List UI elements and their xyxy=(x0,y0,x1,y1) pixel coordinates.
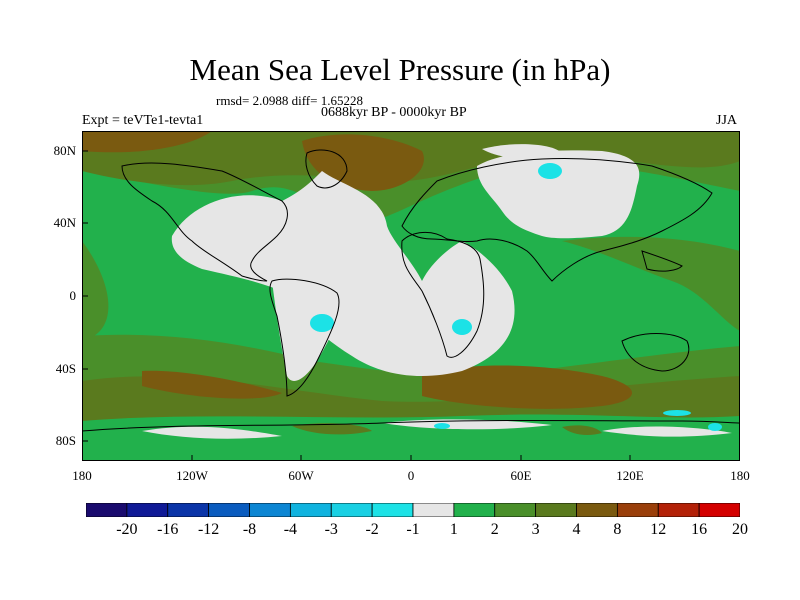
field-band-4to8-southpac xyxy=(142,370,282,399)
field-negative-antarctic-3 xyxy=(434,423,450,429)
colorbar-label: 8 xyxy=(613,521,622,538)
field-band-2to3-tropics xyxy=(562,236,740,331)
field-near-zero-siberia xyxy=(482,144,562,159)
colorbar-box xyxy=(249,503,291,517)
colorbar-box xyxy=(371,503,414,517)
colorbar-box xyxy=(126,503,169,517)
colorbar-label: -1 xyxy=(406,521,420,538)
lat-label: 0 xyxy=(69,288,77,303)
lat-label: 80N xyxy=(53,143,76,158)
coastlines xyxy=(82,149,740,432)
lat-label: 40S xyxy=(55,361,76,376)
field-negative-siberia xyxy=(538,163,562,179)
field-negative-antarctic-2 xyxy=(708,423,722,431)
field-negative-southamerica xyxy=(310,314,334,332)
colorbar-box xyxy=(453,503,496,517)
colorbar-box xyxy=(412,503,455,517)
field-band-4to8-south xyxy=(422,365,632,409)
colorbar-label: 2 xyxy=(490,521,499,538)
lon-label: 180 xyxy=(730,468,750,483)
colorbar-box xyxy=(494,503,537,517)
colorbar-label: 12 xyxy=(650,521,667,538)
field-band-4to8-arctic xyxy=(82,131,212,153)
colorbar-label: -4 xyxy=(283,521,298,538)
season-label: JJA xyxy=(716,113,738,128)
pressure-map xyxy=(82,131,740,461)
colorbar-label: 3 xyxy=(531,521,540,538)
field-band-2to3-pacific xyxy=(82,241,109,341)
lat-label: 80S xyxy=(55,433,76,448)
colorbar-label: 4 xyxy=(572,521,581,538)
period-line: 0688kyr BP - 0000kyr BP xyxy=(321,105,467,120)
colorbar xyxy=(86,503,740,517)
colorbar-box xyxy=(330,503,373,517)
field-negative-africa xyxy=(452,319,472,335)
colorbar-box xyxy=(167,503,210,517)
colorbar-box xyxy=(698,503,740,517)
colorbar-box xyxy=(576,503,618,517)
colorbar-label: -20 xyxy=(116,521,138,538)
lon-label: 60E xyxy=(510,468,532,483)
colorbar-label: 1 xyxy=(449,521,458,538)
lon-label: 0 xyxy=(407,468,415,483)
lon-label: 60W xyxy=(288,468,314,483)
field-near-zero-eurasia xyxy=(477,150,640,239)
field-band-4to8-north xyxy=(302,134,424,191)
colorbar-box xyxy=(86,503,128,517)
field-near-zero-atlantic xyxy=(171,171,515,376)
lon-label: 180 xyxy=(72,468,92,483)
colorbar-box xyxy=(657,503,700,517)
colorbar-label: -16 xyxy=(157,521,179,538)
colorbar-label: -2 xyxy=(365,521,379,538)
stats-line: rmsd= 2.0988 diff= 1.65228 xyxy=(216,93,363,108)
colorbar-box xyxy=(535,503,577,517)
chart-title: Mean Sea Level Pressure (in hPa) xyxy=(189,52,611,87)
colorbar-label: -3 xyxy=(324,521,338,538)
field-antarctic-white xyxy=(142,419,732,439)
colorbar-box xyxy=(208,503,250,517)
colorbar-label: 16 xyxy=(691,521,708,538)
lat-label: 40N xyxy=(53,215,76,230)
colorbar-label: 20 xyxy=(732,521,748,538)
colorbar-box xyxy=(616,503,659,517)
field-negative-antarctic-1 xyxy=(663,410,691,416)
colorbar-box xyxy=(289,503,332,517)
lon-label: 120W xyxy=(176,468,208,483)
colorbar-label: -12 xyxy=(197,521,220,538)
map-ticks xyxy=(82,150,631,461)
colorbar-label: -8 xyxy=(242,521,257,538)
experiment-label: Expt = teVTe1-tevta1 xyxy=(82,113,204,128)
field-near-zero-southamerica xyxy=(272,278,340,381)
lon-label: 120E xyxy=(616,468,644,483)
